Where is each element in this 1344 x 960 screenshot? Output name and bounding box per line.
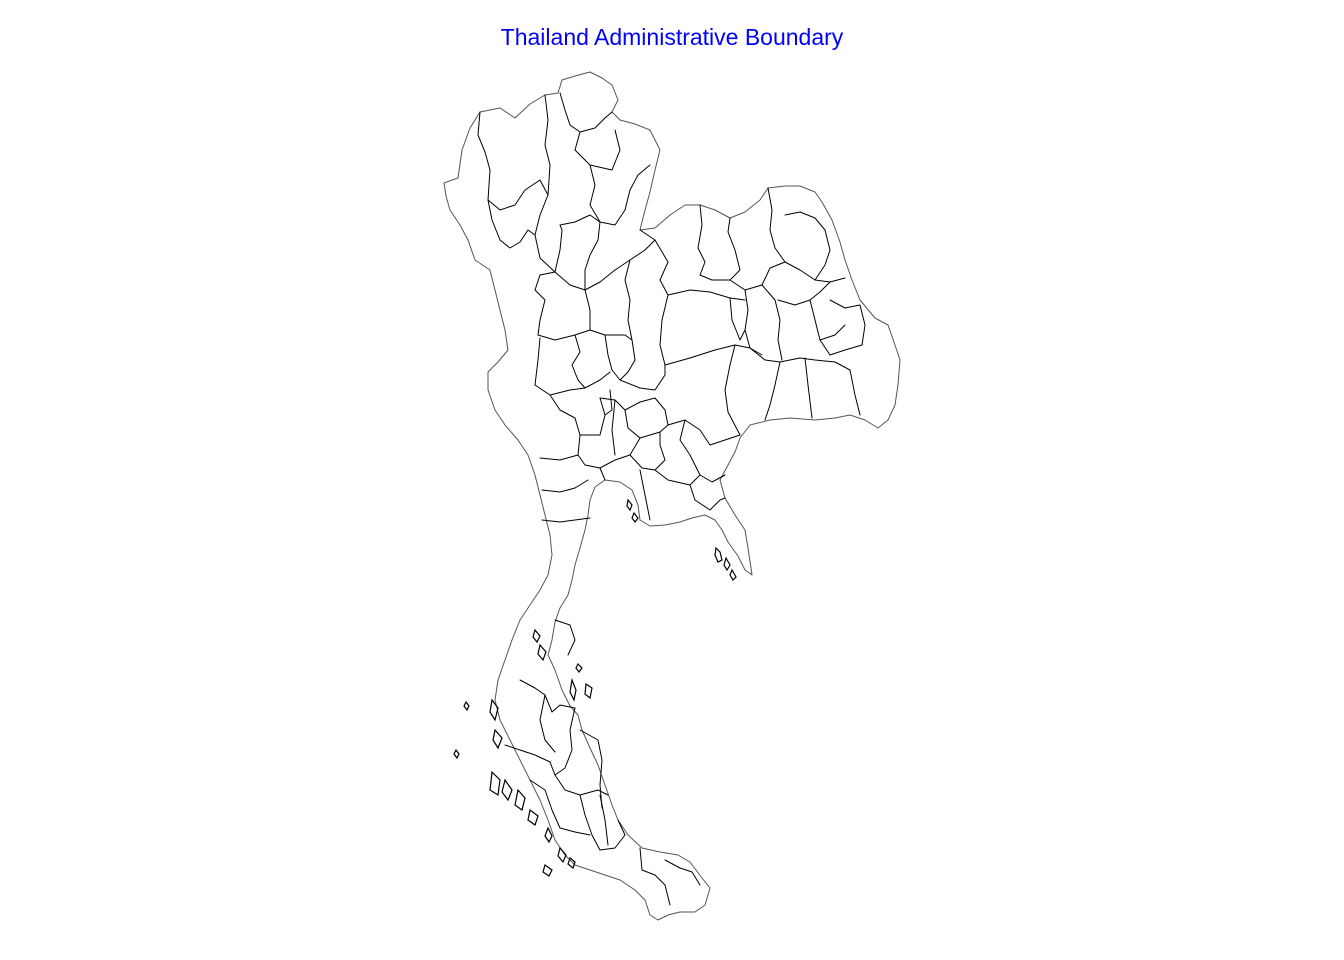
country-outline [443,71,901,921]
island-markers [453,498,737,877]
province-boundaries [477,92,866,906]
map-title: Thailand Administrative Boundary [500,24,844,50]
